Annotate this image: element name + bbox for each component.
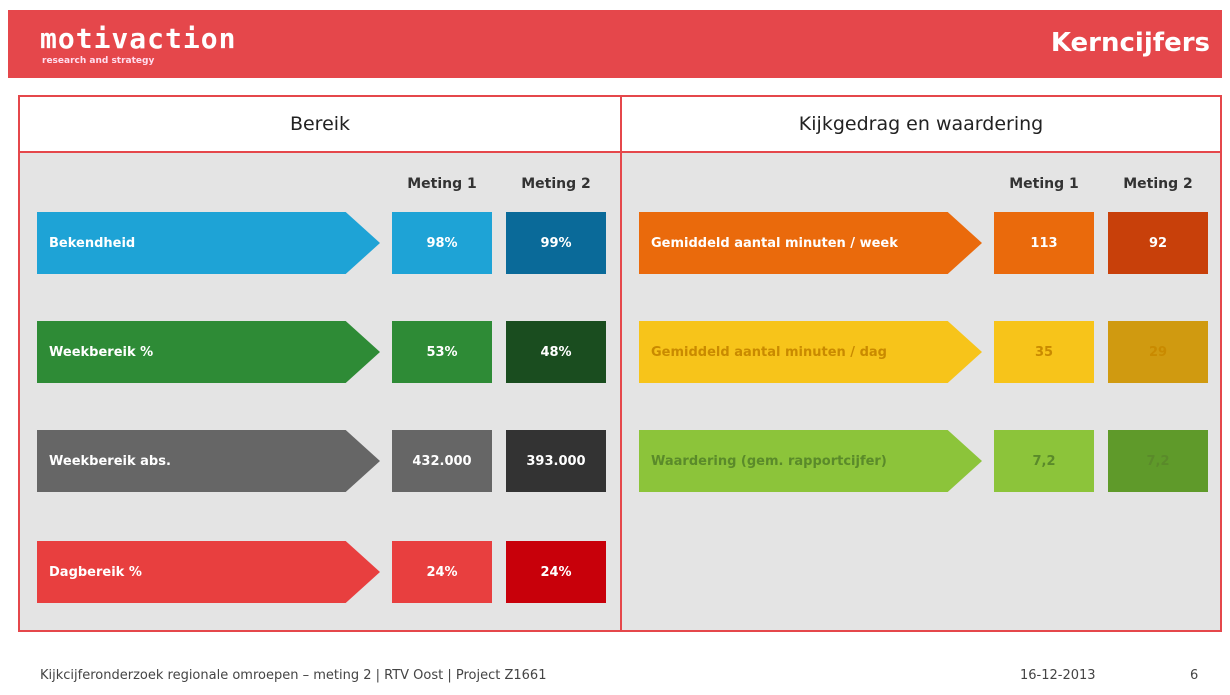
panel-divider [620,95,622,632]
value-box: 29 [1108,321,1208,383]
footer-date: 16-12-2013 [1020,668,1096,683]
row-label: Bekendheid [37,212,380,274]
value-box: 99% [506,212,606,274]
column-header: Meting 2 [1123,176,1193,192]
row-label: Gemiddeld aantal minuten / dag [639,321,982,383]
page-number: 6 [1190,668,1199,683]
value-box: 7,2 [1108,430,1208,492]
value-box: 432.000 [392,430,492,492]
value-box: 7,2 [994,430,1094,492]
value-box: 53% [392,321,492,383]
value-box: 24% [506,541,606,603]
slide-title: Kerncijfers [1050,28,1210,58]
column-header: Meting 1 [1009,176,1079,192]
value-box: 35 [994,321,1094,383]
logo: motivaction [40,22,237,55]
column-header: Meting 1 [407,176,477,192]
row-label: Dagbereik % [37,541,380,603]
value-box: 393.000 [506,430,606,492]
row-label: Weekbereik abs. [37,430,380,492]
value-box: 113 [994,212,1094,274]
value-box: 92 [1108,212,1208,274]
value-box: 48% [506,321,606,383]
value-box: 24% [392,541,492,603]
value-box: 98% [392,212,492,274]
panel-title: Bereik [18,95,622,153]
tagline: research and strategy [42,56,155,66]
column-header: Meting 2 [521,176,591,192]
panel-title: Kijkgedrag en waardering [620,95,1222,153]
footer-text: Kijkcijferonderzoek regionale omroepen –… [40,668,547,683]
row-label: Waardering (gem. rapportcijfer) [639,430,982,492]
header-bar [8,10,1222,78]
row-label: Gemiddeld aantal minuten / week [639,212,982,274]
row-label: Weekbereik % [37,321,380,383]
